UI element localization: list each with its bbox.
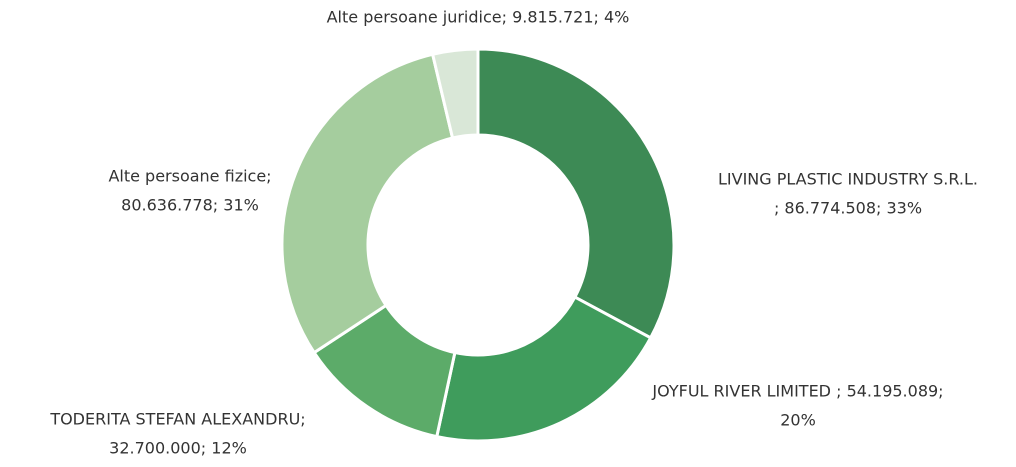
data-label: JOYFUL RIVER LIMITED ; 54.195.089; [651,382,943,401]
data-label: 80.636.778; 31% [121,196,259,215]
donut-slice [476,47,676,340]
data-label: LIVING PLASTIC INDUSTRY S.R.L. [718,170,978,189]
data-label: 20% [780,411,816,430]
data-label: TODERITA STEFAN ALEXANDRU; [49,410,305,429]
data-label: Alte persoane juridice; 9.815.721; 4% [327,8,630,27]
data-label: ; 86.774.508; 33% [774,199,922,218]
data-label: 32.700.000; 12% [109,439,247,458]
donut-slice [430,47,480,140]
donut-slice [434,295,653,443]
data-label: Alte persoane fizice; [108,167,271,186]
donut-slice [280,52,455,355]
